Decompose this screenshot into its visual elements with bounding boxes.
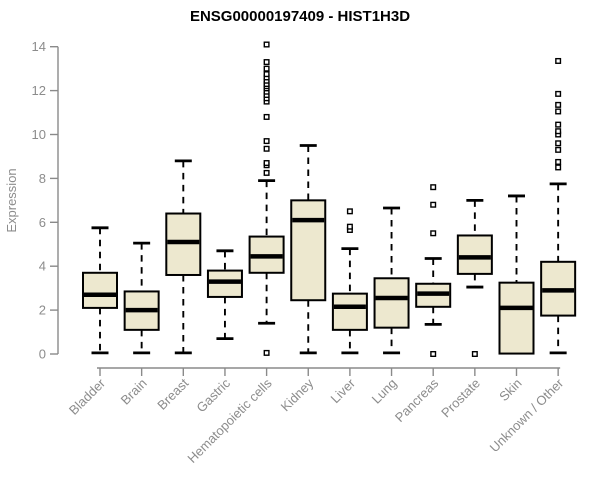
box-unknown-other bbox=[540, 57, 577, 355]
outlier-point bbox=[471, 351, 478, 358]
box-skin bbox=[498, 194, 535, 355]
box-gastric bbox=[206, 249, 243, 341]
outlier-point bbox=[263, 59, 270, 66]
outlier-point bbox=[555, 128, 562, 135]
outlier-point bbox=[263, 41, 270, 48]
y-tick-label: 0 bbox=[39, 347, 46, 362]
outlier-point bbox=[263, 349, 270, 356]
box-prostate bbox=[456, 198, 493, 358]
outlier-point bbox=[346, 223, 353, 230]
outlier-point bbox=[263, 138, 270, 145]
box-hematopoietic-cells bbox=[248, 41, 285, 356]
x-tick-label: Prostate bbox=[438, 376, 483, 421]
box-breast bbox=[165, 159, 202, 355]
x-tick-label: Liver bbox=[327, 375, 358, 406]
outlier-point bbox=[555, 158, 562, 165]
y-tick-label: 12 bbox=[32, 83, 46, 98]
y-tick-label: 4 bbox=[39, 259, 46, 274]
x-tick-label: Gastric bbox=[193, 375, 233, 415]
outlier-point bbox=[555, 164, 562, 171]
y-axis: 0 2 4 6 8 10 12 14 bbox=[32, 39, 59, 362]
iqr-box bbox=[290, 199, 327, 302]
iqr-box bbox=[331, 292, 368, 331]
x-tick-label: Kidney bbox=[278, 375, 317, 414]
box-pancreas bbox=[415, 184, 452, 358]
outlier-point bbox=[430, 351, 437, 358]
y-tick-label: 2 bbox=[39, 303, 46, 318]
outlier-point bbox=[555, 101, 562, 108]
box-kidney bbox=[290, 144, 327, 355]
iqr-box bbox=[498, 281, 535, 355]
outlier-point bbox=[430, 184, 437, 191]
outlier-point bbox=[346, 208, 353, 215]
iqr-box bbox=[456, 234, 493, 275]
outlier-point bbox=[430, 201, 437, 208]
x-tick-label: Brain bbox=[118, 376, 150, 408]
outlier-point bbox=[263, 169, 270, 176]
iqr-box bbox=[373, 277, 410, 329]
x-tick-label: Unknown / Other bbox=[487, 375, 567, 455]
box-liver bbox=[331, 208, 368, 355]
x-tick-label: Breast bbox=[154, 375, 191, 412]
outlier-point bbox=[555, 121, 562, 128]
outlier-point bbox=[263, 113, 270, 120]
box-lung bbox=[373, 206, 410, 355]
y-tick-label: 14 bbox=[32, 39, 46, 54]
outlier-point bbox=[263, 65, 270, 72]
x-tick-label: Skin bbox=[496, 376, 524, 404]
outlier-point bbox=[430, 230, 437, 237]
box-bladder bbox=[82, 226, 118, 355]
x-tick-label: Lung bbox=[369, 376, 400, 407]
outlier-point bbox=[555, 90, 562, 97]
x-tick-label: Bladder bbox=[66, 375, 109, 418]
outlier-point bbox=[263, 160, 270, 167]
y-tick-label: 8 bbox=[39, 171, 46, 186]
outlier-point bbox=[555, 146, 562, 153]
y-tick-label: 6 bbox=[39, 215, 46, 230]
y-tick-label: 10 bbox=[32, 127, 46, 142]
iqr-box bbox=[82, 271, 118, 309]
x-tick-label: Pancreas bbox=[392, 375, 442, 425]
outlier-point bbox=[555, 108, 562, 115]
outlier-point bbox=[263, 145, 270, 152]
outlier-point bbox=[555, 140, 562, 147]
outlier-point bbox=[555, 57, 562, 64]
outlier-point bbox=[263, 71, 270, 78]
box-brain bbox=[123, 241, 160, 355]
chart-title: ENSG00000197409 - HIST1H3D bbox=[189, 8, 411, 25]
